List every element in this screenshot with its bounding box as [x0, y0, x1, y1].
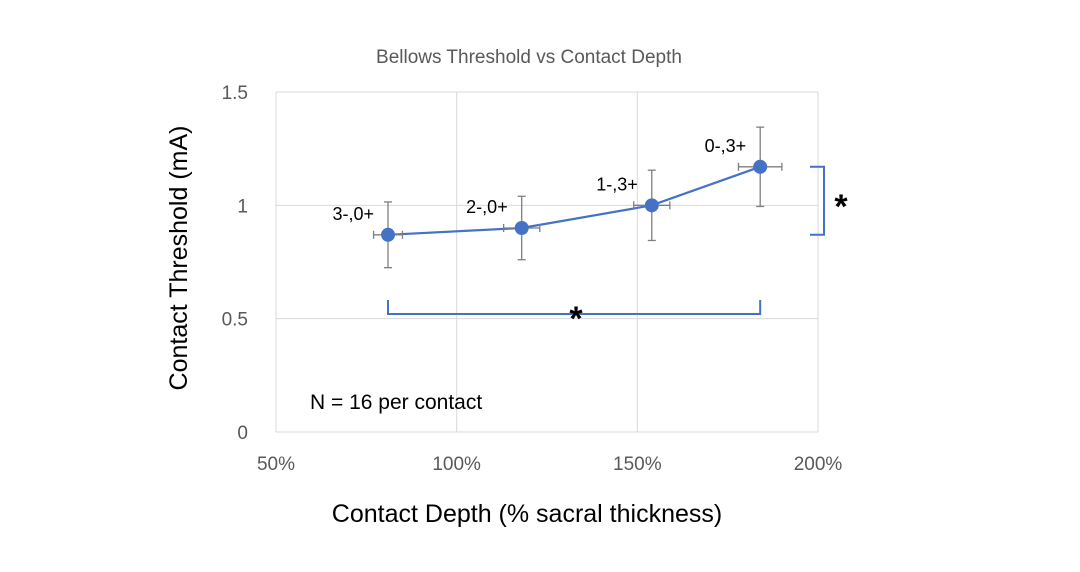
y-axis-title: Contact Threshold (mA)	[165, 126, 193, 391]
data-point-label: 3-,0+	[332, 204, 374, 224]
x-tick-label: 150%	[613, 454, 662, 475]
axes-layer: 0 0.5 1 1.5 50% 100% 150% 200%	[222, 83, 843, 475]
y-tick-label: 1	[237, 196, 248, 217]
data-point	[753, 159, 768, 174]
x-tick-label: 200%	[794, 454, 843, 475]
horizontal-significance-bracket	[387, 300, 762, 315]
text-layer: Bellows Threshold vs Contact Depth Conta…	[165, 47, 848, 528]
bracket-layer	[387, 165, 825, 315]
data-point-label: 0-,3+	[705, 136, 747, 156]
significance-star-vertical: *	[834, 188, 848, 226]
y-tick-label: 1.5	[222, 83, 248, 104]
chart-title: Bellows Threshold vs Contact Depth	[376, 47, 682, 68]
series-line	[387, 165, 761, 236]
significance-star-horizontal: *	[569, 300, 583, 338]
series-layer	[372, 126, 783, 269]
data-point-label: 2-,0+	[466, 197, 508, 217]
y-tick-label: 0	[237, 423, 248, 444]
data-point	[514, 221, 529, 235]
y-tick-label: 0.5	[222, 310, 248, 331]
x-tick-label: 100%	[432, 454, 481, 475]
vertical-significance-bracket	[810, 165, 825, 236]
data-point	[381, 227, 396, 242]
sample-size-note: N = 16 per contact	[310, 391, 482, 414]
x-tick-label: 50%	[257, 454, 295, 475]
x-axis-title: Contact Depth (% sacral thickness)	[332, 500, 722, 528]
data-point-label: 1-,3+	[596, 174, 638, 194]
data-point	[644, 198, 659, 213]
grid-layer	[275, 91, 819, 433]
